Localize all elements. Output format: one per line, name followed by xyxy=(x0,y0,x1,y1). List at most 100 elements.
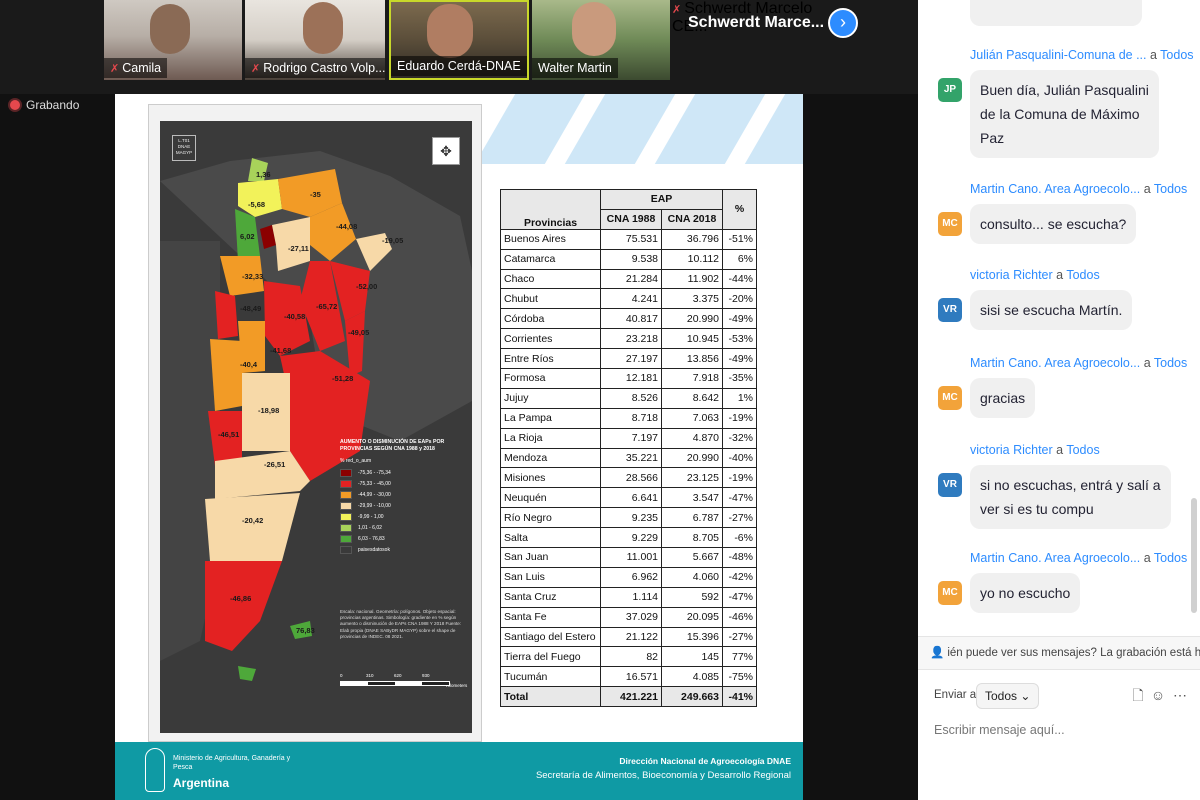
province-cell: Entre Ríos xyxy=(500,348,601,370)
cna-2018-cell: 20.095 xyxy=(661,606,723,628)
table-row: Santa Fe 37.029 20.095 -46% xyxy=(500,606,757,628)
province-cell: Formosa xyxy=(500,368,601,389)
header-eap: EAP xyxy=(600,189,723,210)
province-santiago-del-estero xyxy=(272,217,310,271)
header-percent: % xyxy=(722,189,757,230)
malvinas-islands xyxy=(290,621,312,639)
province-neuquen xyxy=(208,411,242,466)
province-catamarca xyxy=(235,209,260,261)
participant-tile[interactable]: Walter Martin xyxy=(532,0,670,80)
person-silhouette xyxy=(572,2,616,56)
scale-bar xyxy=(340,681,450,686)
cna-2018-cell: 7.063 xyxy=(661,407,723,429)
cna-1988-cell: 421.221 xyxy=(600,686,662,708)
legend-item: paisesdatosok xyxy=(340,544,468,555)
cna-2018-cell: 36.796 xyxy=(661,228,723,250)
emoji-icon[interactable]: ☺ xyxy=(1150,687,1166,703)
legend-item: -44,99 - -30,00 xyxy=(340,489,468,500)
sender-name[interactable]: Martin Cano. Area Agroecolo... xyxy=(970,551,1141,565)
chat-bubble-partial xyxy=(970,0,1142,26)
scale-label: 930 xyxy=(422,673,430,678)
to-label: a xyxy=(1140,182,1154,196)
eap-table-body: Buenos Aires 75.531 36.796 -51% Catamarca 9.5… xyxy=(500,228,757,708)
province-misiones xyxy=(356,233,392,271)
table-row: San Juan 11.001 5.667 -48% xyxy=(500,547,757,568)
more-icon[interactable]: ⋯ xyxy=(1173,687,1187,703)
message-header: Martin Cano. Area Agroecolo... a Todos xyxy=(970,356,1187,370)
national-seal-icon xyxy=(145,748,165,792)
province-cell: Buenos Aires xyxy=(500,228,601,250)
recipient-label: Todos xyxy=(1160,48,1194,62)
to-label: a xyxy=(1146,48,1161,62)
province-buenos-aires xyxy=(280,351,370,481)
recipient-select[interactable]: Todos ⌄ xyxy=(976,683,1040,709)
percent-cell: -19% xyxy=(722,407,757,429)
participant-tile[interactable]: ✗ Camila xyxy=(104,0,242,80)
legend-item: -75,33 - -45,00 xyxy=(340,478,468,489)
province-cell: Mendoza xyxy=(500,447,601,469)
legend-swatch xyxy=(340,479,352,488)
percent-cell: -51% xyxy=(722,228,757,250)
participant-tile[interactable]: Schwerdt Marce... ✗ Schwerdt Marcelo CE..… xyxy=(672,0,824,80)
cna-1988-cell: 21.284 xyxy=(600,268,662,290)
legend-label: paisesdatosok xyxy=(358,546,390,553)
chat-scrollbar[interactable] xyxy=(1191,498,1197,613)
sender-name[interactable]: Martin Cano. Area Agroecolo... xyxy=(970,182,1141,196)
table-row: Misiones 28.566 23.125 -19% xyxy=(500,467,757,489)
sender-name[interactable]: Julián Pasqualini-Comuna de ... xyxy=(970,48,1147,62)
message-text: Paz xyxy=(980,130,1005,146)
legend-swatch xyxy=(340,501,352,510)
cna-2018-cell: 4.870 xyxy=(661,427,723,449)
participant-tile[interactable]: ✗ Rodrigo Castro Volp... xyxy=(245,0,385,80)
chevron-right-icon: › xyxy=(840,12,846,32)
map-value-label: -40,4 xyxy=(240,360,258,369)
sender-name[interactable]: victoria Richter xyxy=(970,268,1053,282)
province-mendoza xyxy=(210,339,242,411)
legend-field: % red_o_aum xyxy=(340,458,372,464)
map-value-label: 6,02 xyxy=(240,232,255,241)
cna-2018-cell: 10.945 xyxy=(661,328,723,350)
participant-tile-active-speaker[interactable]: Eduardo Cerdá-DNAE xyxy=(389,0,529,80)
percent-cell: -42% xyxy=(722,566,757,588)
cna-2018-cell: 5.667 xyxy=(661,547,723,568)
message-bubble: consulto... se escucha? xyxy=(970,204,1137,244)
participant-strip: ✗ Camila ✗ Rodrigo Castro Volp... Eduardo … xyxy=(0,0,918,94)
person-silhouette xyxy=(303,2,343,54)
decorative-stripe xyxy=(564,94,676,164)
table-row: Jujuy 8.526 8.642 1% xyxy=(500,387,757,409)
message-text: Buen día, Julián Pasqualini xyxy=(980,82,1149,98)
cna-1988-cell: 12.181 xyxy=(600,368,662,389)
message-bubble: yo no escucho xyxy=(970,573,1081,613)
percent-cell: -6% xyxy=(722,527,757,549)
percent-cell: -46% xyxy=(722,606,757,628)
sender-name[interactable]: victoria Richter xyxy=(970,443,1053,457)
percent-cell: 6% xyxy=(722,248,757,270)
cna-1988-cell: 40.817 xyxy=(600,308,662,330)
map-value-label: 76,83 xyxy=(296,626,315,635)
scale-label: 310 xyxy=(366,673,374,678)
recording-label: Grabando xyxy=(26,98,80,112)
table-row: La Pampa 8.718 7.063 -19% xyxy=(500,407,757,429)
percent-cell: -40% xyxy=(722,447,757,469)
compass-icon: ✥ xyxy=(432,137,460,165)
percent-cell: -41% xyxy=(722,686,757,708)
percent-cell: -48% xyxy=(722,547,757,568)
sender-name[interactable]: Martin Cano. Area Agroecolo... xyxy=(970,356,1141,370)
chat-message-input[interactable] xyxy=(934,718,1184,742)
cna-1988-cell: 75.531 xyxy=(600,228,662,250)
province-rio-negro xyxy=(215,451,310,499)
percent-cell: -47% xyxy=(722,487,757,509)
cna-1988-cell: 1.114 xyxy=(600,586,662,608)
percent-cell: -49% xyxy=(722,308,757,330)
table-row: Santiago del Estero 21.122 15.396 -27% xyxy=(500,626,757,648)
province-cell: Santa Cruz xyxy=(500,586,601,608)
next-page-button[interactable]: › xyxy=(828,8,858,38)
file-icon[interactable]: 🗋 xyxy=(1132,687,1144,703)
header-cna-2018: CNA 2018 xyxy=(661,208,723,230)
avatar: VR xyxy=(938,298,962,322)
cna-1988-cell: 21.122 xyxy=(600,626,662,648)
legend-item: 6,03 - 76,83 xyxy=(340,533,468,544)
cna-2018-cell: 8.642 xyxy=(661,387,723,409)
percent-cell: -32% xyxy=(722,427,757,449)
map-value-label: -41,68 xyxy=(270,346,291,355)
